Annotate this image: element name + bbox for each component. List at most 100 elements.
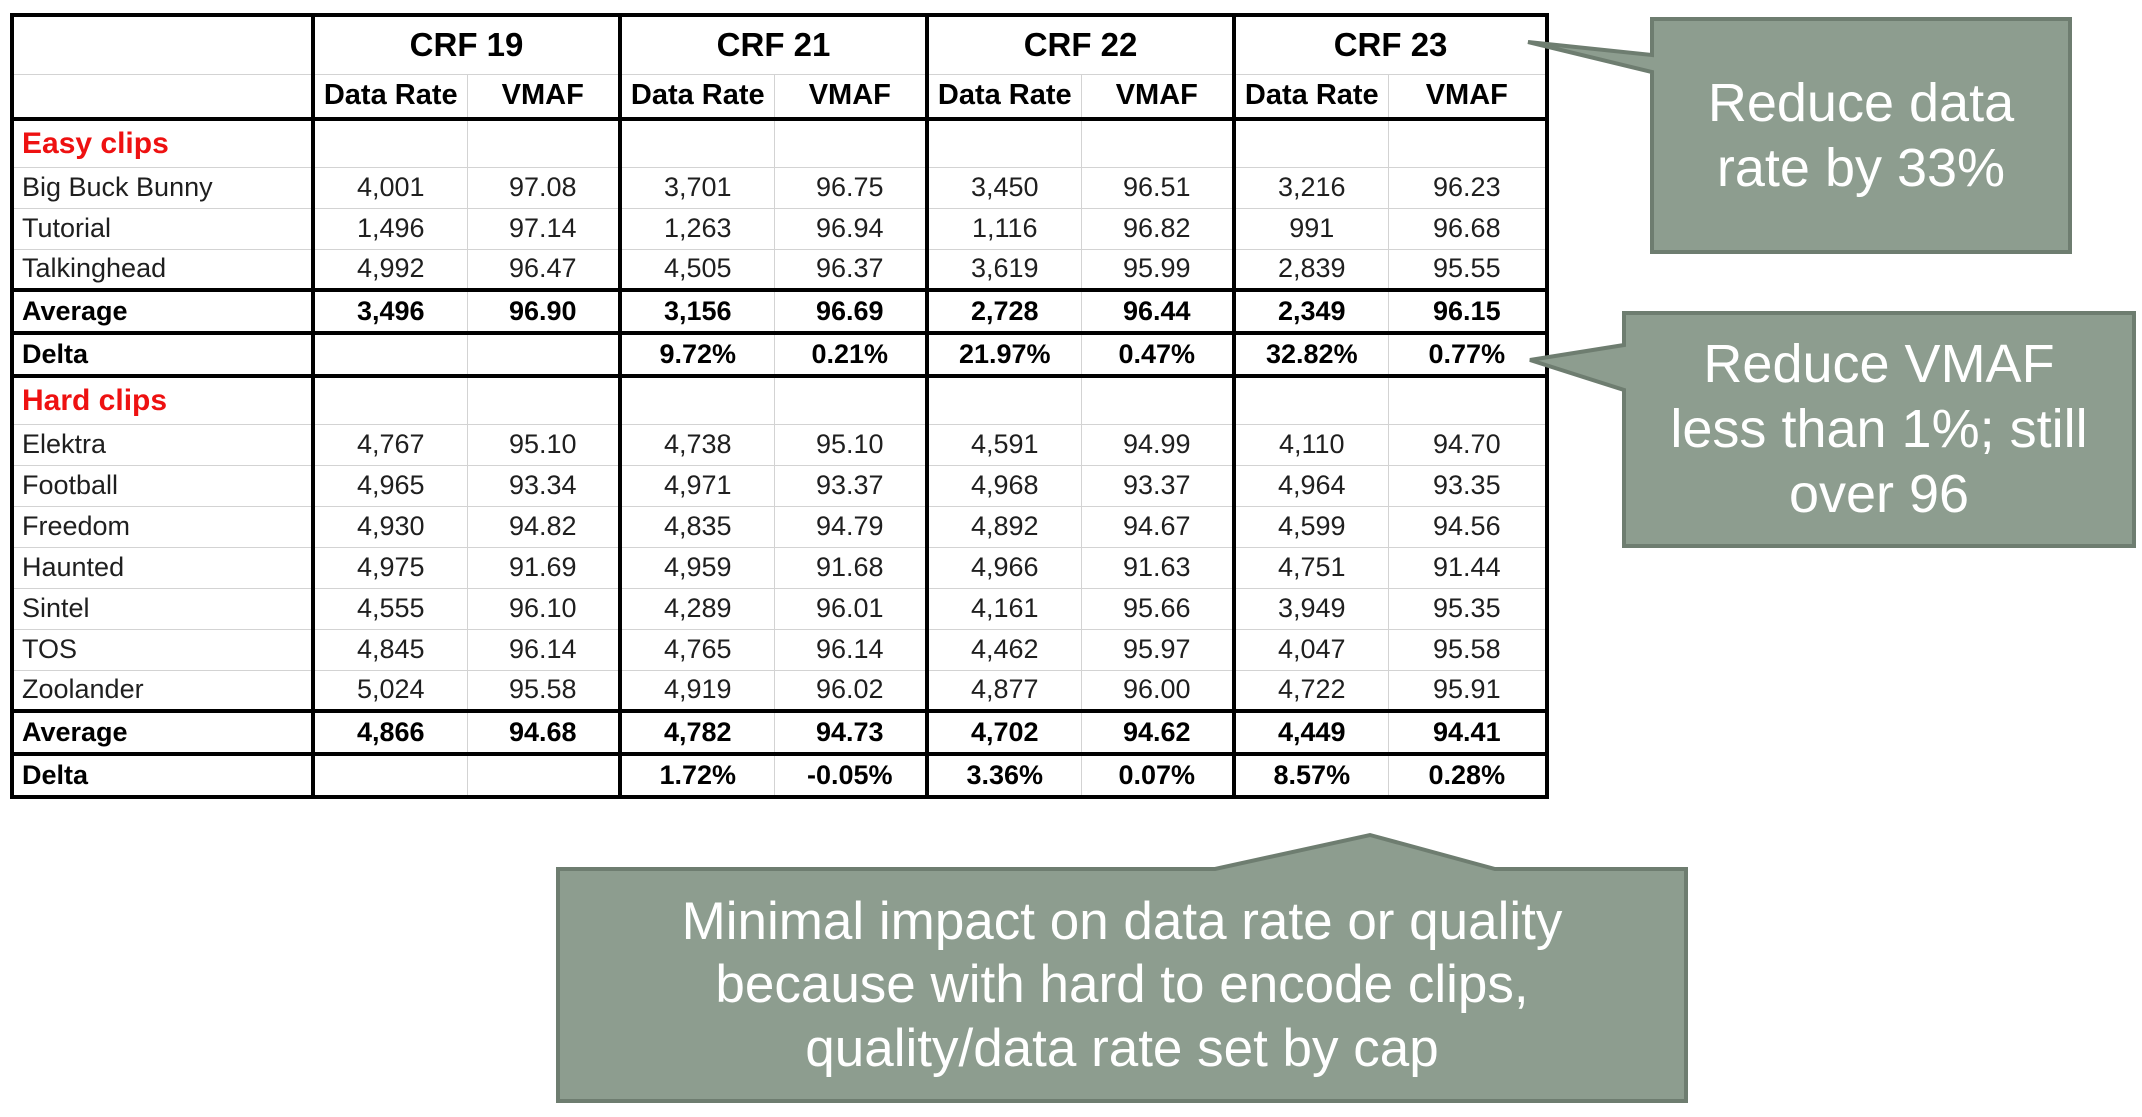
delta-cell bbox=[312, 332, 468, 378]
delta-cell: 1.72% bbox=[619, 753, 775, 799]
table-cell: 96.14 bbox=[466, 628, 623, 671]
average-cell: 96.15 bbox=[1387, 289, 1550, 335]
table-row: Big Buck Bunny 4,001 97.08 3,701 96.75 3,450 9… bbox=[10, 166, 1550, 209]
table-cell: 4,722 bbox=[1233, 669, 1389, 713]
vmaf-callout-line: Reduce VMAF bbox=[1703, 334, 2055, 395]
crf-results-table: CRF 19 CRF 21 CRF 22 CRF 23 Data Rate VMAF Dat… bbox=[10, 13, 1550, 799]
table-cell: 4,835 bbox=[619, 505, 775, 548]
empty-cell bbox=[773, 375, 930, 425]
metric-header: VMAF bbox=[1387, 73, 1550, 121]
table-cell: 93.37 bbox=[1080, 464, 1237, 507]
table-cell: 4,289 bbox=[619, 587, 775, 630]
table-cell: 91.69 bbox=[466, 546, 623, 589]
average-cell: 96.44 bbox=[1080, 289, 1237, 335]
table-cell: 4,930 bbox=[312, 505, 468, 548]
vmaf-callout-line: over 96 bbox=[1788, 463, 1970, 524]
delta-cell: 0.47% bbox=[1080, 332, 1237, 378]
table-cell: 97.08 bbox=[466, 166, 623, 209]
table-cell: 4,959 bbox=[619, 546, 775, 589]
average-cell: 2,349 bbox=[1233, 289, 1389, 335]
table-cell: 93.35 bbox=[1387, 464, 1550, 507]
metric-header: Data Rate bbox=[1233, 73, 1389, 121]
table-row: Sintel 4,555 96.10 4,289 96.01 4,161 95.66 3,94… bbox=[10, 587, 1550, 630]
table-cell: 4,599 bbox=[1233, 505, 1389, 548]
row-label: Delta bbox=[10, 332, 315, 378]
clip-name: Talkinghead bbox=[10, 248, 315, 292]
empty-cell bbox=[312, 375, 468, 425]
delta-cell: 0.21% bbox=[773, 332, 930, 378]
table-cell: 95.99 bbox=[1080, 248, 1237, 292]
clip-name: Haunted bbox=[10, 546, 315, 589]
table-cell: 1,496 bbox=[312, 207, 468, 250]
delta-cell: 8.57% bbox=[1233, 753, 1389, 799]
empty-cell bbox=[466, 118, 623, 168]
table-row: Zoolander 5,024 95.58 4,919 96.02 4,877 96.00 4… bbox=[10, 669, 1550, 713]
data-rate-callout-line: Reduce data bbox=[1707, 72, 2015, 133]
table-cell: 4,919 bbox=[619, 669, 775, 713]
delta-cell bbox=[466, 753, 623, 799]
table-cell: 4,110 bbox=[1233, 423, 1389, 466]
table-cell: 5,024 bbox=[312, 669, 468, 713]
delta-cell: 0.07% bbox=[1080, 753, 1237, 799]
hard-clips-callout-line: quality/data rate set by cap bbox=[805, 1018, 1439, 1078]
table-cell: 96.02 bbox=[773, 669, 930, 713]
metric-header: VMAF bbox=[1080, 73, 1237, 121]
average-row: Average 3,496 96.90 3,156 96.69 2,728 96.44 2,3… bbox=[10, 289, 1550, 335]
average-cell: 4,782 bbox=[619, 710, 775, 756]
table-cell: 2,839 bbox=[1233, 248, 1389, 292]
table-cell: 96.00 bbox=[1080, 669, 1237, 713]
delta-cell: -0.05% bbox=[773, 753, 930, 799]
vmaf-callout-line: less than 1%; still bbox=[1670, 399, 2088, 460]
table-cell: 96.75 bbox=[773, 166, 930, 209]
average-cell: 94.68 bbox=[466, 710, 623, 756]
section-title-row: Hard clips bbox=[10, 375, 1550, 425]
corner-cell bbox=[10, 13, 315, 75]
clip-name: Sintel bbox=[10, 587, 315, 630]
delta-cell bbox=[466, 332, 623, 378]
delta-cell: 32.82% bbox=[1233, 332, 1389, 378]
data-rate-callout-line: rate by 33% bbox=[1716, 137, 2006, 198]
crf-group-header: CRF 22 bbox=[926, 13, 1237, 75]
table-cell: 94.67 bbox=[1080, 505, 1237, 548]
table-row: Freedom 4,930 94.82 4,835 94.79 4,892 94.67 4,5… bbox=[10, 505, 1550, 548]
table-cell: 96.82 bbox=[1080, 207, 1237, 250]
row-label: Delta bbox=[10, 753, 315, 799]
empty-cell bbox=[1387, 118, 1550, 168]
hard-clips-callout-line: because with hard to encode clips, bbox=[715, 955, 1529, 1015]
table-row: TOS 4,845 96.14 4,765 96.14 4,462 95.97 4,047 95… bbox=[10, 628, 1550, 671]
empty-cell bbox=[1080, 375, 1237, 425]
empty-cell bbox=[1233, 375, 1389, 425]
hard-clips-callout: Minimal impact on data rate or quality b… bbox=[560, 871, 1684, 1099]
table-row: Tutorial 1,496 97.14 1,263 96.94 1,116 96.82 99… bbox=[10, 207, 1550, 250]
average-cell: 96.69 bbox=[773, 289, 930, 335]
table-cell: 91.44 bbox=[1387, 546, 1550, 589]
table-cell: 4,965 bbox=[312, 464, 468, 507]
metric-header: Data Rate bbox=[926, 73, 1082, 121]
delta-cell: 21.97% bbox=[926, 332, 1082, 378]
table-cell: 4,505 bbox=[619, 248, 775, 292]
empty-cell bbox=[1387, 375, 1550, 425]
crf-group-header: CRF 23 bbox=[1233, 13, 1550, 75]
row-label: Average bbox=[10, 710, 315, 756]
table-cell: 96.23 bbox=[1387, 166, 1550, 209]
average-cell: 3,156 bbox=[619, 289, 775, 335]
table-cell: 4,738 bbox=[619, 423, 775, 466]
table-cell: 4,767 bbox=[312, 423, 468, 466]
delta-row: Delta 1.72% -0.05% 3.36% 0.07% 8.57% 0.28% bbox=[10, 753, 1550, 799]
table-cell: 3,619 bbox=[926, 248, 1082, 292]
table-cell: 96.47 bbox=[466, 248, 623, 292]
empty-cell bbox=[1233, 118, 1389, 168]
metric-header: VMAF bbox=[773, 73, 930, 121]
table-cell: 95.58 bbox=[466, 669, 623, 713]
metric-header: Data Rate bbox=[619, 73, 775, 121]
average-cell: 4,866 bbox=[312, 710, 468, 756]
table-cell: 3,450 bbox=[926, 166, 1082, 209]
table-cell: 4,968 bbox=[926, 464, 1082, 507]
clip-name: Big Buck Bunny bbox=[10, 166, 315, 209]
table-cell: 94.79 bbox=[773, 505, 930, 548]
table-cell: 4,462 bbox=[926, 628, 1082, 671]
metric-header-row: Data Rate VMAF Data Rate VMAF Data Rate VMAF D… bbox=[10, 73, 1550, 121]
table-cell: 95.91 bbox=[1387, 669, 1550, 713]
empty-cell bbox=[926, 118, 1082, 168]
